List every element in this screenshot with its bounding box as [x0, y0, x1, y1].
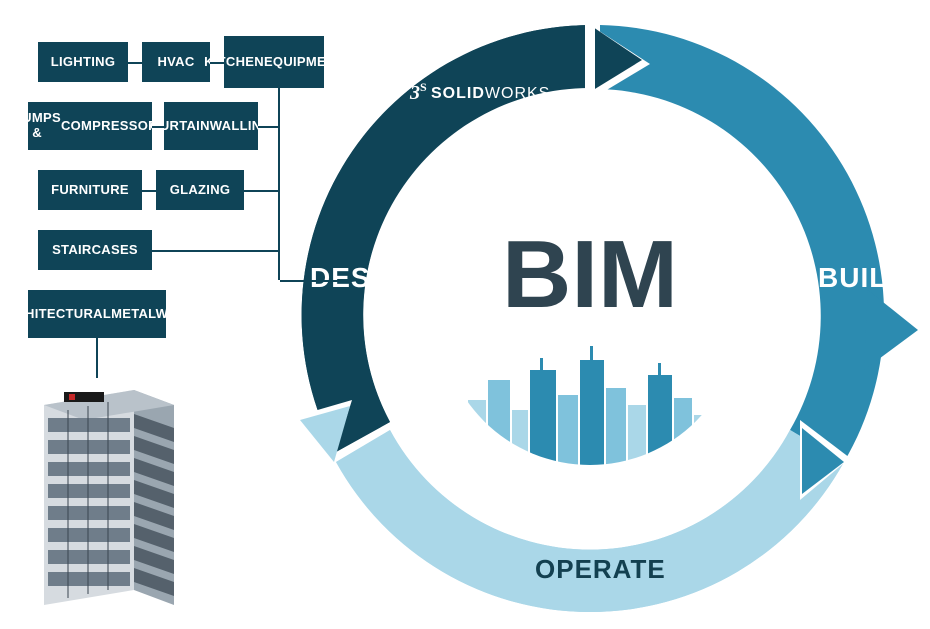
category-glazing: GLAZING [156, 170, 244, 210]
connector-1 [210, 62, 224, 64]
connector-5 [142, 190, 156, 192]
category-lighting: LIGHTING [38, 42, 128, 82]
ds-3d-icon: 3 [410, 82, 425, 105]
category-furniture: FURNITURE [38, 170, 142, 210]
category-pumps: PUMPS &COMPRESSORS [28, 102, 152, 150]
infographic-canvas: BIM DESIGN BUILD OPERATE 3 SOLIDWORKS LI… [0, 0, 930, 629]
center-title: BIM [460, 220, 720, 330]
connector-8 [152, 250, 280, 252]
label-operate: OPERATE [535, 554, 666, 585]
brand-solidworks: 3 SOLIDWORKS [410, 82, 550, 105]
connector-4 [278, 88, 280, 126]
connector-9 [278, 190, 280, 280]
connector-10 [280, 280, 350, 282]
category-curtain: CURTAINWALLING [164, 102, 258, 150]
connector-0 [128, 62, 142, 64]
connector-3 [258, 126, 280, 128]
category-staircases: STAIRCASES [38, 230, 152, 270]
category-metalwork: ARCHITECTURALMETALWORK [28, 290, 166, 338]
label-build: BUILD [818, 262, 909, 294]
connector-6 [244, 190, 280, 192]
category-hvac: HVAC [142, 42, 210, 82]
category-kitchen: KITCHENEQUIPMENT [224, 36, 324, 88]
connector-2 [152, 126, 164, 128]
brand-text: SOLIDWORKS [431, 85, 550, 103]
connector-7 [278, 126, 280, 191]
label-design: DESIGN [310, 262, 423, 294]
building-illustration [24, 370, 184, 620]
